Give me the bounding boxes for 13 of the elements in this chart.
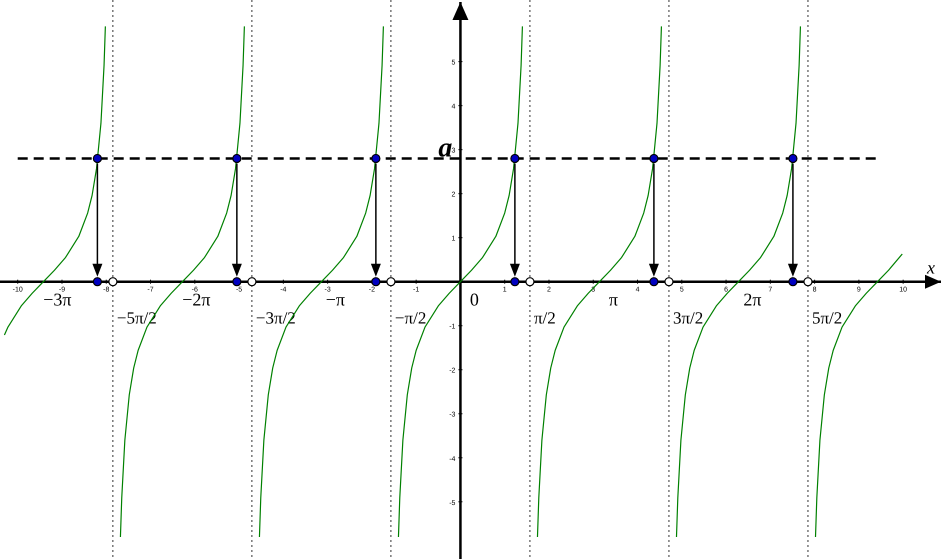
line-series [258, 26, 384, 538]
ref-line-label: 3π/2 [672, 308, 704, 328]
annotation: 0 [470, 290, 479, 310]
line-series [676, 26, 802, 538]
annotation: 2π [743, 290, 762, 310]
line-series [398, 26, 524, 538]
ref-line-label: a [438, 132, 452, 164]
x-axis-title: x [926, 258, 935, 278]
ref-line-label: π/2 [534, 308, 556, 328]
line-series [120, 26, 245, 538]
annotation: π [608, 290, 618, 310]
ref-line-label: −π/2 [394, 308, 426, 328]
ref-line-label: 5π/2 [812, 308, 842, 328]
